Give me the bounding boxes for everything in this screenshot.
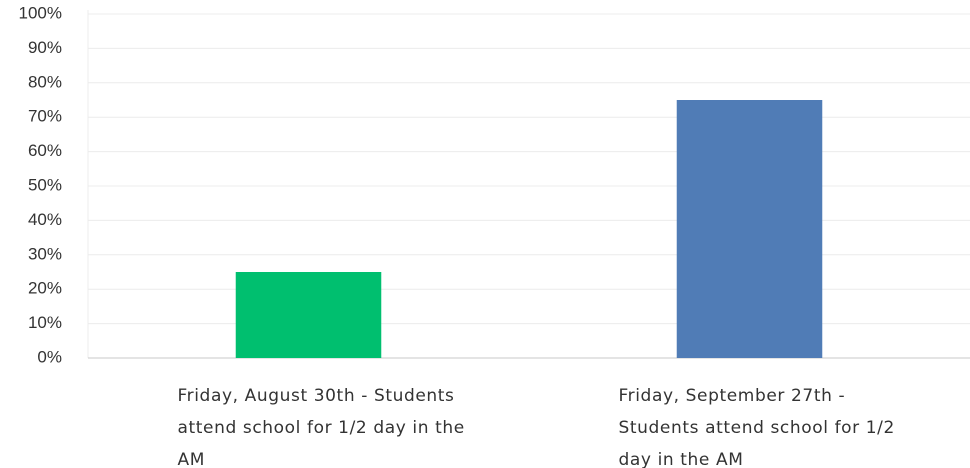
y-tick-label: 80% [28,72,62,91]
y-tick-label: 70% [28,107,62,126]
x-tick-label: Friday, August 30th - Students attend sc… [177,386,465,468]
y-tick-label: 60% [28,141,62,160]
y-tick-label: 40% [28,210,62,229]
y-tick-label: 0% [37,347,62,366]
y-tick-label: 50% [28,175,62,194]
y-tick-label: 10% [28,313,62,332]
x-tick-label: Friday, September 27th - Students attend… [618,386,895,468]
y-tick-label: 90% [28,38,62,57]
bar [235,272,382,358]
y-tick-label: 30% [28,244,62,263]
bar [676,100,823,358]
y-tick-label: 20% [28,279,62,298]
y-tick-label: 100% [19,3,62,22]
